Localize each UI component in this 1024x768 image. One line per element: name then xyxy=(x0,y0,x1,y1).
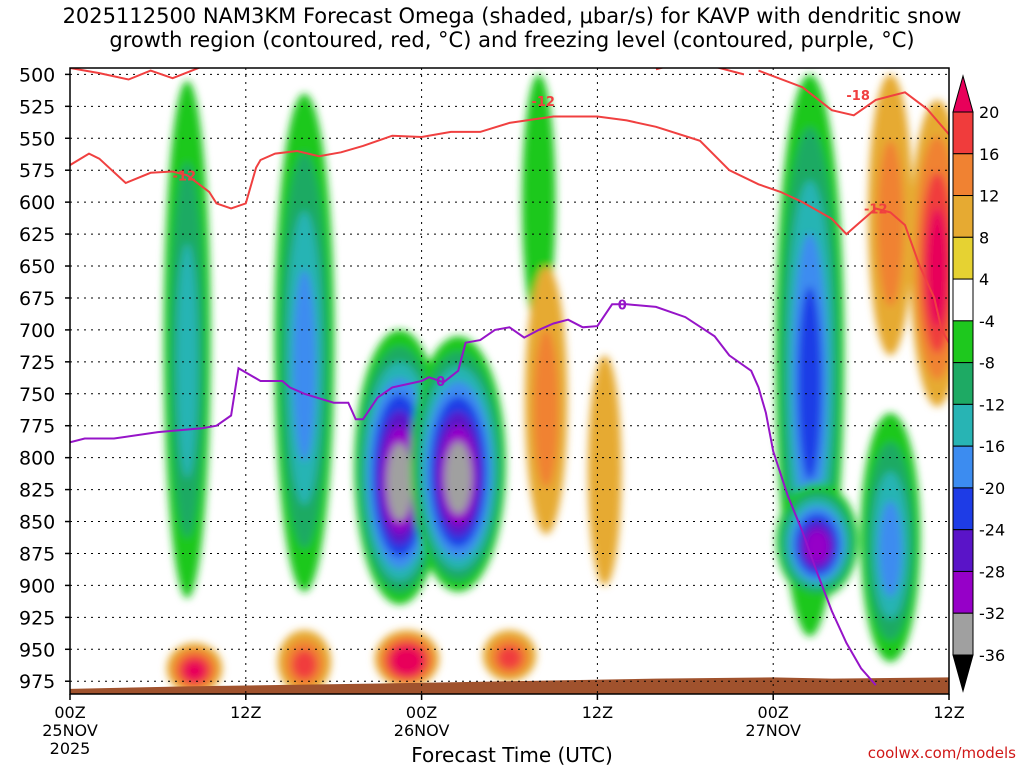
omega-feature-7-band-3 xyxy=(878,501,902,597)
y-tick-label-675: 675 xyxy=(19,288,55,310)
colorbar-label-7: -12 xyxy=(979,395,1005,414)
x-date-label-4: 27NOV xyxy=(745,721,801,740)
x-axis-title: Forecast Time (UTC) xyxy=(411,743,613,767)
contour-label-1: -12 xyxy=(531,95,555,110)
colorbar-band-9 xyxy=(952,487,974,531)
colorbar-label-13: -36 xyxy=(979,646,1005,665)
y-tick-label-700: 700 xyxy=(19,320,55,342)
y-tick-label-775: 775 xyxy=(19,416,55,438)
colorbar-label-11: -28 xyxy=(979,562,1005,581)
omega-feature-3-band-7 xyxy=(444,441,472,514)
source-watermark: coolwx.com/models xyxy=(867,744,1016,762)
colorbar-band-3 xyxy=(952,236,974,280)
chart-title: 2025112500 NAM3KM Forecast Omega (shaded… xyxy=(0,4,1024,52)
y-tick-label-850: 850 xyxy=(19,512,55,534)
colorbar-label-0: 20 xyxy=(979,103,999,122)
omega-feature-11-band-2 xyxy=(497,646,522,670)
omega-feature-0-band-2 xyxy=(176,243,198,478)
colorbar-band-4 xyxy=(952,278,974,322)
chart-title-line1: 2025112500 NAM3KM Forecast Omega (shaded… xyxy=(62,4,962,28)
omega-feature-5-band-4 xyxy=(797,286,822,480)
colorbar-band-11 xyxy=(952,570,974,614)
y-tick-label-525: 525 xyxy=(19,96,55,118)
colorbar-bottom-arrow xyxy=(952,654,974,693)
colorbar-band-10 xyxy=(952,529,974,572)
x-tick-label-2: 00Z xyxy=(406,703,437,722)
x-tick-label-0: 00Z xyxy=(54,703,85,722)
y-tick-label-875: 875 xyxy=(19,543,55,565)
x-tick-label-4: 00Z xyxy=(758,703,789,722)
omega-feature-12-band-1 xyxy=(533,329,559,488)
contour-label-5: 0 xyxy=(618,298,627,313)
y-tick-label-825: 825 xyxy=(19,480,55,502)
colorbar-label-10: -24 xyxy=(979,521,1005,540)
omega-shading xyxy=(163,74,949,694)
colorbar-band-1 xyxy=(952,153,974,197)
colorbar-band-6 xyxy=(952,362,974,405)
omega-feature-10-band-4 xyxy=(395,651,419,672)
contour-label-0: -12 xyxy=(173,169,197,184)
plot-frame xyxy=(69,67,950,695)
colorbar: 20 16 12 8 4 -4 -8 -12 -16 -20 -24 -28 -32 -36 xyxy=(952,74,1005,693)
axes: 500 525 550 575 600 625 650 675 700 725 750 775 800 8… xyxy=(19,64,965,758)
contour-3--18 xyxy=(655,68,745,76)
chart-title-line2: growth region (contoured, red, °C) and f… xyxy=(109,28,915,52)
y-tick-label-600: 600 xyxy=(19,192,55,214)
y-tick-label-725: 725 xyxy=(19,352,55,374)
contour-1--18 xyxy=(758,69,949,136)
y-tick-label-550: 550 xyxy=(19,128,55,150)
colorbar-label-5: -4 xyxy=(979,312,995,331)
colorbar-label-8: -16 xyxy=(979,437,1005,456)
contour-label-2: -12 xyxy=(864,203,888,218)
omega-feature-1-band-3 xyxy=(292,269,316,462)
y-tick-label-925: 925 xyxy=(19,607,55,629)
y-tick-label-500: 500 xyxy=(19,64,55,86)
contour-0--12 xyxy=(70,115,949,344)
y-tick-label-950: 950 xyxy=(19,639,55,661)
omega-feature-2-band-7 xyxy=(386,443,413,521)
colorbar-label-3: 8 xyxy=(979,228,989,247)
y-tick-label-750: 750 xyxy=(19,384,55,406)
colorbar-label-6: -8 xyxy=(979,354,995,373)
omega-feature-8-band-3 xyxy=(183,660,206,681)
colorbar-label-12: -32 xyxy=(979,604,1005,623)
contour-label-3: -18 xyxy=(846,89,870,104)
y-tick-label-900: 900 xyxy=(19,575,55,597)
colorbar-band-5 xyxy=(952,320,974,364)
contour-4-0 xyxy=(70,303,877,686)
y-tick-label-575: 575 xyxy=(19,160,55,182)
plot-area: -12 -12 -12 -18 0 0 xyxy=(70,68,949,694)
colorbar-top-arrow xyxy=(952,74,974,113)
y-tick-label-800: 800 xyxy=(19,448,55,470)
colorbar-band-12 xyxy=(952,612,974,656)
omega-feature-14-band-1 xyxy=(877,140,904,307)
y-tick-label-650: 650 xyxy=(19,256,55,278)
colorbar-band-0 xyxy=(952,111,974,155)
y-tick-label-625: 625 xyxy=(19,224,55,246)
colorbar-label-1: 16 xyxy=(979,145,999,164)
colorbar-band-7 xyxy=(952,403,974,447)
x-tick-label-5: 12Z xyxy=(933,703,964,722)
colorbar-band-2 xyxy=(952,195,974,238)
contour-label-4: 0 xyxy=(436,375,445,390)
x-date-label-0: 25NOV xyxy=(42,721,98,740)
omega-feature-13-band-0 xyxy=(587,355,622,586)
colorbar-band-8 xyxy=(952,445,974,489)
y-tick-label-975: 975 xyxy=(19,671,55,693)
colorbar-label-9: -20 xyxy=(979,479,1005,498)
x-tick-label-3: 12Z xyxy=(582,703,613,722)
omega-feature-15-band-3 xyxy=(926,208,948,327)
x-tick-label-1: 12Z xyxy=(230,703,261,722)
x-date-label-2: 26NOV xyxy=(394,721,450,740)
contour-2--18 xyxy=(70,68,202,81)
x-year-label-0: 2025 xyxy=(50,739,91,758)
colorbar-label-2: 12 xyxy=(979,187,999,206)
colorbar-label-4: 4 xyxy=(979,270,989,289)
omega-feature-9-band-2 xyxy=(292,650,317,680)
